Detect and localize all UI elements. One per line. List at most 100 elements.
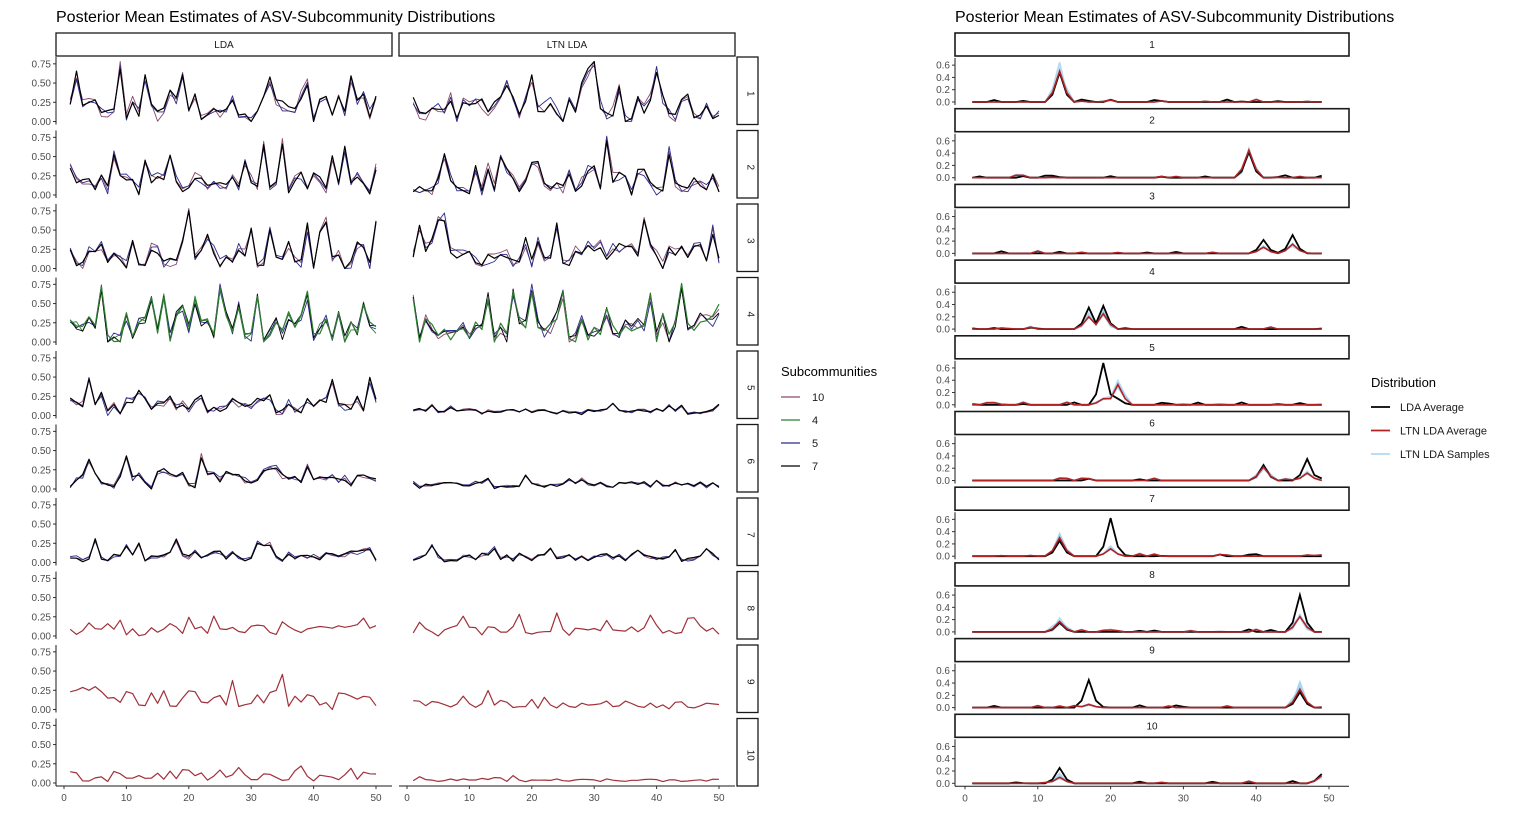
y-tick-label: 0.4: [936, 527, 950, 538]
x-tick-label: 20: [183, 793, 195, 804]
y-tick-label: 0.00: [32, 338, 52, 349]
ltn-lda-sample-line: [972, 68, 1322, 103]
row-strip-label: 4: [745, 311, 756, 317]
series-line: [413, 545, 720, 563]
series-line: [69, 68, 377, 123]
column-strip-label: LDA: [214, 40, 234, 51]
y-tick-label: 0.2: [936, 539, 950, 550]
y-tick-label: 0.2: [936, 767, 950, 778]
column-strip-label: LTN LDA: [547, 40, 588, 51]
y-tick-label: 0.6: [936, 666, 950, 677]
y-tick-label: 0.50: [32, 226, 52, 237]
y-tick-label: 0.0: [936, 627, 950, 638]
y-tick-label: 0.25: [32, 392, 52, 403]
x-tick-label: 50: [713, 793, 725, 804]
row-strip-label: 9: [745, 679, 756, 685]
row-strip-label: 5: [1149, 343, 1155, 354]
y-tick-label: 0.6: [936, 61, 950, 72]
x-tick-label: 40: [1251, 793, 1263, 804]
ltn-lda-sample-line: [972, 535, 1322, 558]
row-strip: [736, 497, 759, 567]
series-line: [412, 612, 720, 637]
series-line: [69, 209, 377, 269]
ltn-lda-sample-line: [972, 145, 1322, 179]
y-tick-label: 0.0: [936, 476, 950, 487]
row-strip-label: 10: [745, 750, 756, 762]
right-figure-title: Posterior Mean Estimates of ASV-Subcommu…: [955, 9, 1394, 26]
ltn-lda-sample-line: [972, 773, 1323, 785]
left-figure-title: Posterior Mean Estimates of ASV-Subcommu…: [56, 9, 495, 26]
row-strip: [954, 562, 1350, 587]
lda-average-line: [972, 149, 1322, 179]
y-tick-label: 0.00: [32, 191, 52, 202]
y-tick-label: 0.00: [32, 117, 52, 128]
legend-title: Distribution: [1371, 375, 1436, 390]
ltn-lda-sample-line: [972, 531, 1322, 558]
y-tick-label: 0.4: [936, 224, 950, 235]
lda-average-line: [972, 69, 1322, 104]
series-line: [69, 208, 377, 269]
y-tick-label: 0.6: [936, 136, 950, 147]
y-tick-label: 0.2: [936, 691, 950, 702]
ltn-lda-sample-line: [972, 62, 1322, 103]
y-tick-label: 0.50: [32, 667, 52, 678]
ltn-lda-sample-line: [972, 149, 1322, 179]
y-tick-label: 0.25: [32, 465, 52, 476]
y-tick-label: 0.75: [32, 206, 52, 217]
y-tick-label: 0.6: [936, 591, 950, 602]
x-tick-label: 40: [308, 793, 320, 804]
subcommunities-legend: Subcommunities 10 4 5 7: [781, 364, 878, 473]
x-tick-label: 30: [246, 793, 258, 804]
y-tick-label: 0.0: [936, 779, 950, 790]
series-line: [413, 135, 720, 196]
y-tick-label: 0.4: [936, 73, 950, 84]
row-strip-label: 7: [1149, 494, 1155, 505]
y-tick-label: 0.6: [936, 212, 950, 223]
lda-average-line: [972, 677, 1322, 709]
lda-average-line: [972, 591, 1322, 633]
series-line: [412, 212, 720, 269]
y-tick-label: 0.2: [936, 85, 950, 96]
row-strip-label: 4: [1149, 267, 1155, 278]
row-strip-label: 9: [1149, 646, 1155, 657]
lda-average-line: [972, 456, 1323, 482]
legend-title: Subcommunities: [781, 364, 878, 379]
y-tick-label: 0.2: [936, 388, 950, 399]
x-tick-label: 10: [464, 793, 476, 804]
y-tick-label: 0.6: [936, 363, 950, 374]
y-tick-label: 0.4: [936, 679, 950, 690]
row-strip: [736, 423, 759, 493]
ltn-lda-sample-line: [972, 684, 1322, 709]
row-strip: [736, 570, 759, 640]
legend-label: 4: [812, 415, 818, 427]
y-tick-label: 0.00: [32, 779, 52, 790]
row-strip: [736, 129, 759, 199]
y-tick-label: 0.4: [936, 149, 950, 160]
row-strip-label: 6: [745, 458, 756, 464]
ltn-lda-sample-line: [972, 66, 1322, 103]
row-strip-label: 3: [745, 238, 756, 244]
series-line: [412, 60, 720, 123]
series-line: [412, 282, 720, 343]
y-tick-label: 0.75: [32, 500, 52, 511]
x-tick-label: 20: [526, 793, 538, 804]
legend-label: LTN LDA Average: [1400, 426, 1487, 438]
row-strip: [736, 276, 759, 346]
y-tick-label: 0.50: [32, 446, 52, 457]
y-tick-label: 0.25: [32, 245, 52, 256]
ltn-lda-sample-line: [972, 378, 1322, 406]
y-tick-label: 0.2: [936, 312, 950, 323]
series-line: [69, 455, 377, 489]
row-strip: [736, 717, 759, 787]
y-tick-label: 0.0: [936, 173, 950, 184]
series-line: [412, 140, 720, 196]
y-tick-label: 0.25: [32, 318, 52, 329]
row-strip-label: 6: [1149, 419, 1155, 430]
row-strip: [954, 107, 1350, 133]
row-strip-label: 2: [1149, 116, 1155, 127]
y-tick-label: 0.2: [936, 161, 950, 172]
ltn-lda-average-line: [972, 775, 1323, 785]
ltn-lda-average-line: [972, 147, 1322, 179]
x-tick-label: 30: [1178, 793, 1190, 804]
